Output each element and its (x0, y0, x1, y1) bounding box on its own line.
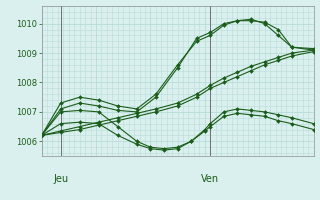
Text: Jeu: Jeu (53, 174, 68, 184)
Text: Ven: Ven (201, 174, 219, 184)
